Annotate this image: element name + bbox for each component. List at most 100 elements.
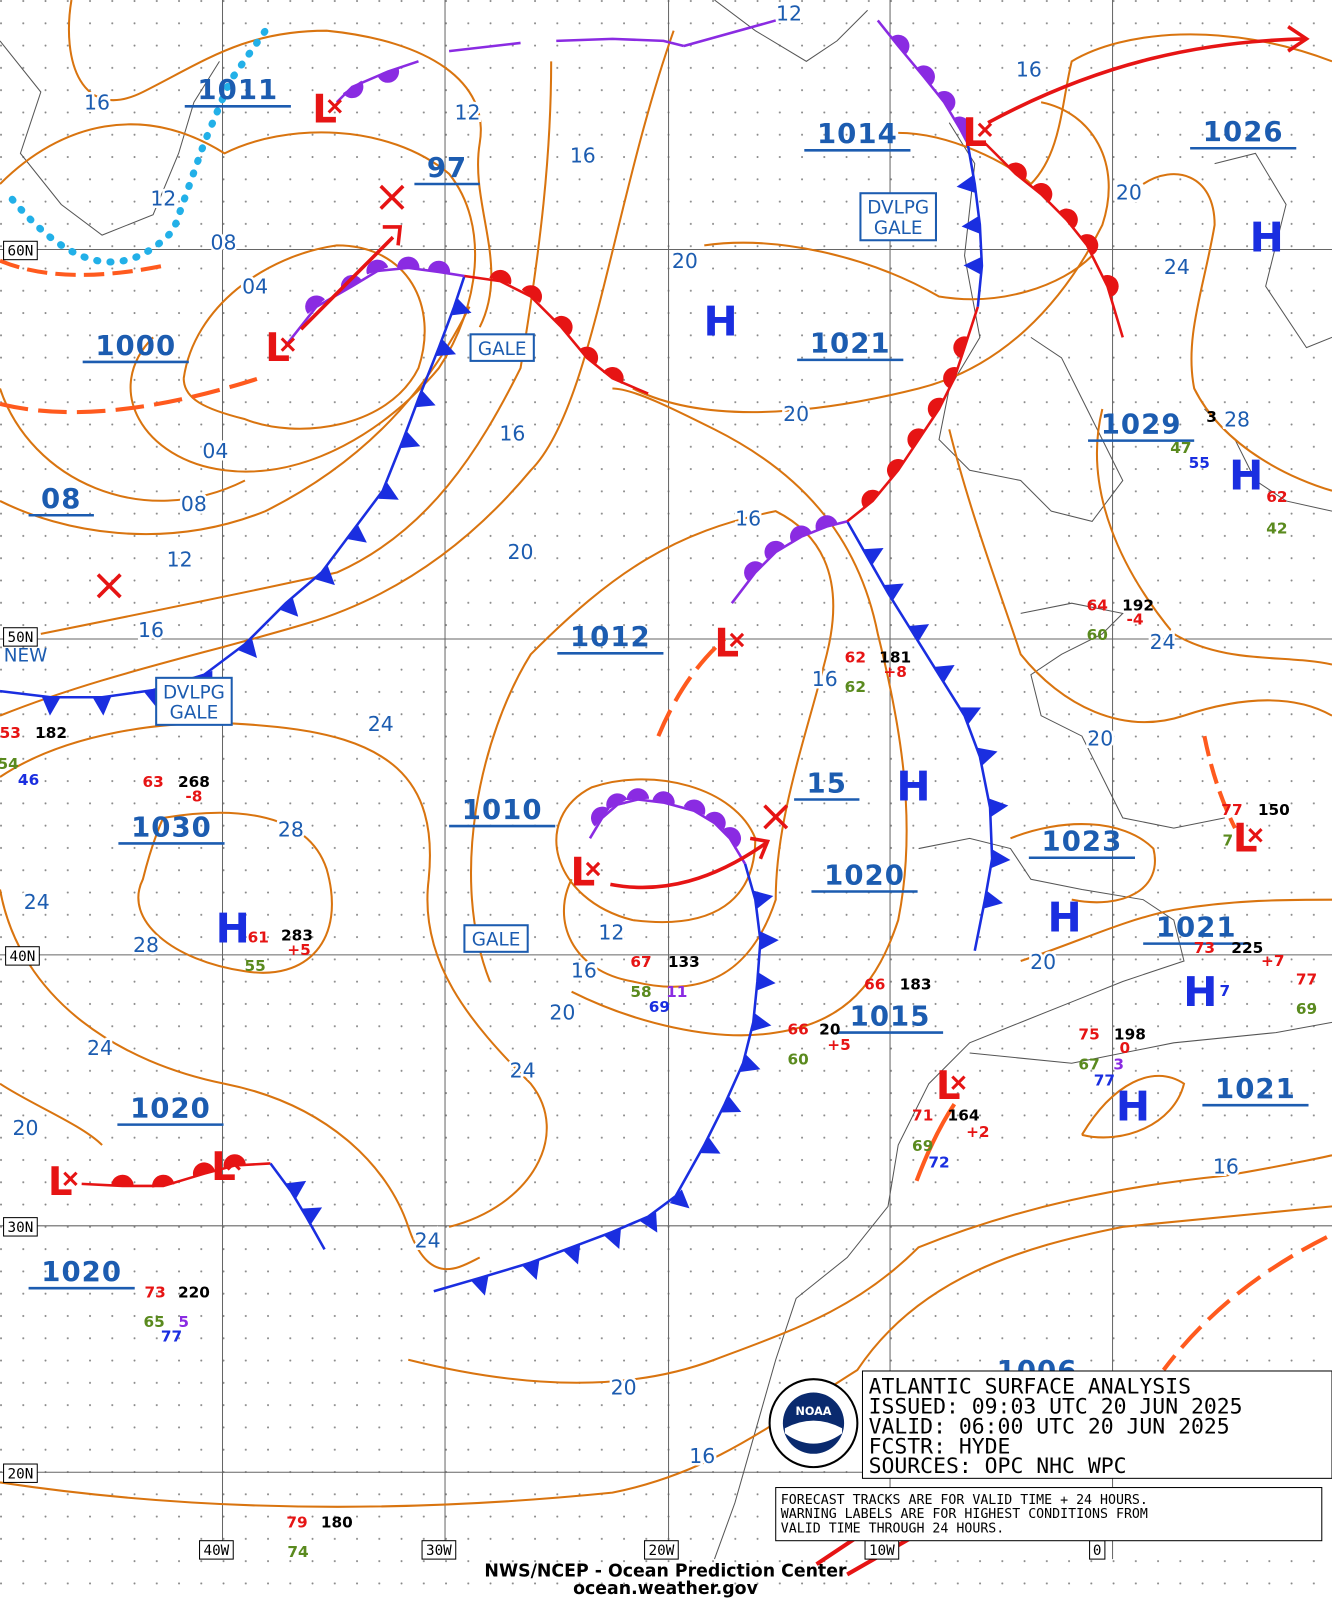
- warning-label: DVLPG: [867, 198, 929, 219]
- station-value: +7: [1261, 952, 1284, 970]
- isobar-label: 12: [167, 547, 193, 571]
- warning-label: DVLPG: [163, 682, 225, 703]
- station-value: 55: [1189, 454, 1210, 472]
- station-value: 164: [948, 1106, 980, 1124]
- station-value: +5: [827, 1036, 850, 1054]
- station-value: 198: [1114, 1026, 1146, 1044]
- low-center: L: [570, 850, 595, 895]
- station-value: 65: [143, 1313, 164, 1331]
- isobar-label: 20: [1030, 950, 1056, 974]
- station-value: 64: [1087, 596, 1108, 614]
- station-value: 181: [879, 648, 911, 666]
- isobar-label: 12: [150, 186, 176, 210]
- station-value: 0: [1119, 1039, 1130, 1057]
- tracks: [96, 25, 1310, 890]
- high-center: H: [216, 905, 250, 953]
- isobar-label: 16: [1016, 58, 1042, 82]
- isobar-label: 12: [454, 101, 480, 125]
- grid-label-box: [3, 240, 38, 261]
- labels: 60N 50N 40N 30N 20N 40W 30W 20W 10W 0 1011 97 1014 10…: [0, 0, 1317, 1561]
- station-value: 61: [248, 929, 269, 947]
- isobar-label: 20: [508, 540, 534, 564]
- isobar-label: 20: [549, 1000, 575, 1024]
- grid-label-box: [5, 946, 40, 966]
- isobar-label: 16: [1213, 1155, 1239, 1179]
- pressure-label: 1011: [197, 73, 278, 106]
- low-center: L: [936, 1064, 961, 1109]
- station-value: 58: [630, 983, 651, 1001]
- station-value: 62: [845, 648, 866, 666]
- pressure-label: 1000: [95, 329, 176, 362]
- station-value: 63: [142, 773, 163, 791]
- low-x: [585, 861, 601, 877]
- low-x: [226, 1156, 241, 1171]
- low-center: L: [48, 1160, 73, 1205]
- isobar-label: 28: [133, 933, 159, 957]
- pressure-label: 1021: [1156, 910, 1237, 943]
- title-line: VALID: 06:00 UTC 20 JUN 2025: [869, 1414, 1230, 1439]
- station-value: 67: [630, 953, 651, 971]
- station-value: 150: [1258, 801, 1290, 819]
- station-value: 66: [788, 1021, 809, 1039]
- isobar-label: 24: [415, 1228, 441, 1252]
- station-value: 220: [178, 1283, 210, 1301]
- high-center: H: [1250, 213, 1284, 261]
- station-value: 77: [1296, 971, 1317, 989]
- isobar-label: 20: [611, 1375, 637, 1399]
- isobar-label: 16: [571, 958, 597, 982]
- title-line: ATLANTIC SURFACE ANALYSIS: [869, 1374, 1191, 1399]
- low-center: L: [714, 621, 739, 666]
- grid-label: 40W: [203, 1543, 229, 1559]
- warning-box: [155, 676, 233, 726]
- isobar-label: 24: [87, 1036, 113, 1060]
- grid-label-box: [644, 1540, 679, 1560]
- low-x: [729, 632, 745, 648]
- pressure-label: 97: [427, 151, 467, 184]
- station-value: 42: [1266, 520, 1287, 538]
- isobar-label: 16: [499, 422, 525, 446]
- grid-label: 30W: [426, 1543, 452, 1559]
- high-center: H: [1229, 452, 1263, 500]
- isobar-label: 24: [368, 712, 394, 736]
- station-value: 183: [900, 976, 932, 994]
- note-line: VALID TIME THROUGH 24 HOURS.: [781, 1522, 1004, 1537]
- warning-label: NEW: [4, 645, 47, 666]
- station-value: 77: [1221, 801, 1242, 819]
- station-value: +5: [287, 941, 310, 959]
- isobar-label: 16: [689, 1444, 715, 1468]
- grid-label: 20N: [8, 1466, 34, 1482]
- low-center: L: [265, 326, 290, 371]
- title-line: FCSTR: HYDE: [869, 1434, 1011, 1459]
- pressure-label: 1030: [131, 810, 212, 843]
- station-value: 46: [18, 771, 39, 789]
- warning-label: GALE: [874, 218, 923, 239]
- station-value: 71: [912, 1106, 933, 1124]
- grid-label: 30N: [8, 1220, 34, 1236]
- pressure-label: 1014: [817, 117, 898, 150]
- low-x: [280, 337, 296, 352]
- station-value: 53: [0, 724, 21, 742]
- station-value: 11: [666, 983, 687, 1001]
- station-value: 67: [1078, 1055, 1099, 1073]
- isobar-label: 28: [278, 817, 304, 841]
- station-value: 60: [788, 1050, 809, 1068]
- note-line: FORECAST TRACKS ARE FOR VALID TIME + 24 …: [781, 1493, 1148, 1508]
- isobar-label: 04: [242, 274, 268, 298]
- pressure-label: 1023: [1042, 825, 1123, 858]
- station-value: 3: [1113, 1055, 1124, 1073]
- warning-label: GALE: [478, 339, 527, 360]
- isobar-label: 12: [776, 1, 802, 25]
- isobar-label: 04: [202, 439, 228, 463]
- isobar-label: 20: [13, 1116, 39, 1140]
- low-center: L: [312, 88, 337, 133]
- station-value: 225: [1231, 939, 1263, 957]
- high-center: H: [704, 297, 738, 345]
- title-line: ISSUED: 09:03 UTC 20 JUN 2025: [869, 1394, 1243, 1419]
- station-value: 182: [35, 724, 67, 742]
- grid-label: 20W: [649, 1543, 675, 1559]
- pressure-label: 1029: [1101, 407, 1182, 440]
- isobar-label: 12: [598, 921, 624, 945]
- title-box: [861, 1370, 1332, 1479]
- pressure-label: 08: [41, 482, 81, 515]
